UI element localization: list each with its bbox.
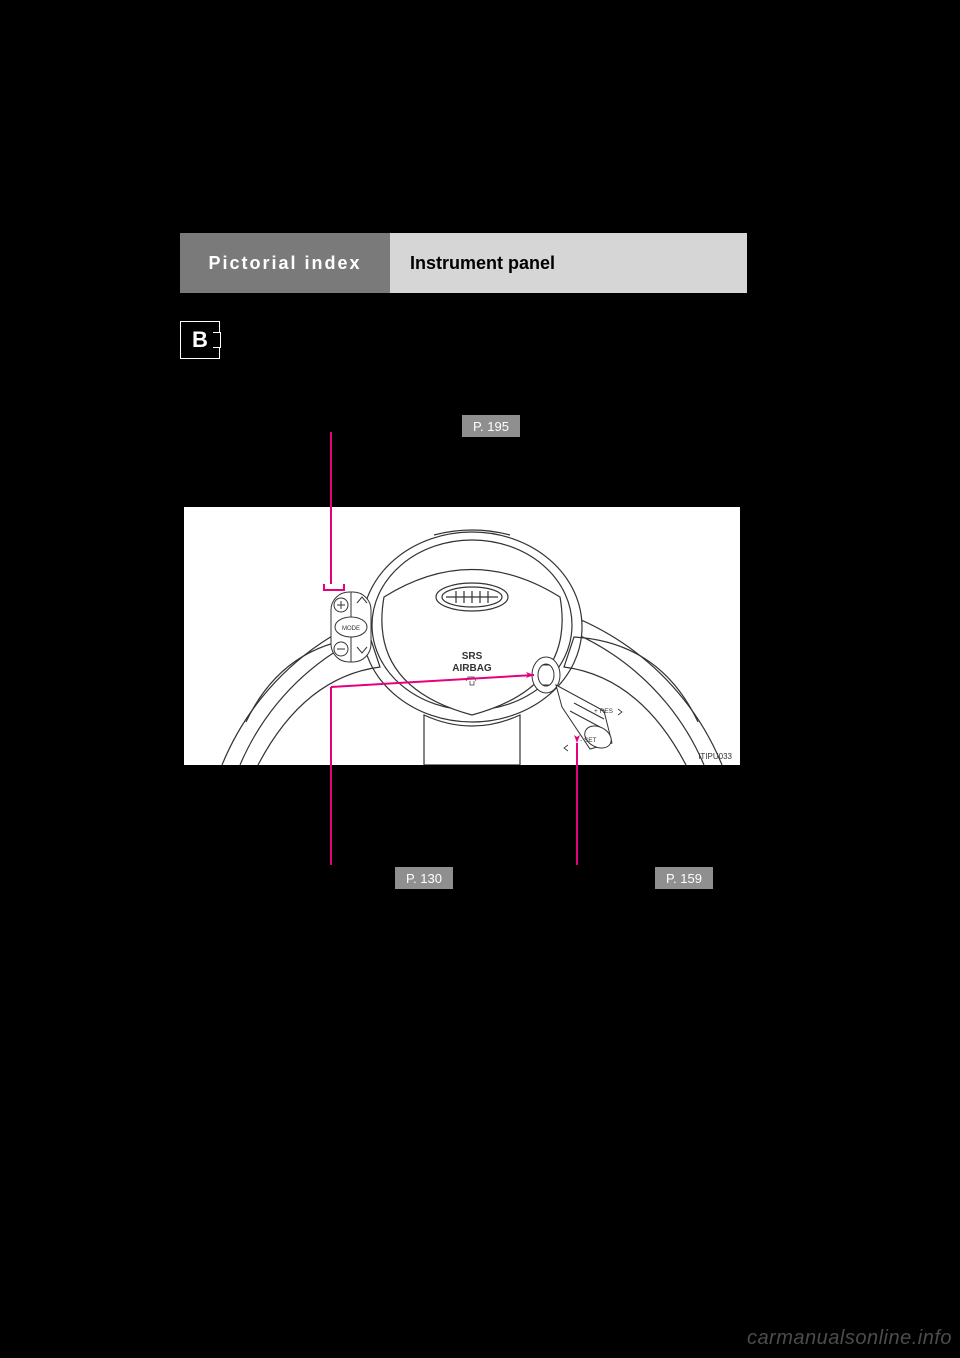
illustration-code: ITIPU033 (698, 752, 732, 761)
lever-set-label: - SET (580, 737, 597, 744)
watermark: carmanualsonline.info (747, 1327, 952, 1350)
srs-text-line2: AIRBAG (452, 663, 492, 674)
header-bar: Pictorial index Instrument panel (180, 233, 747, 293)
callout-bl-outside (330, 765, 332, 865)
header-title: Instrument panel (390, 233, 747, 293)
callout-br-outside (576, 765, 578, 865)
page-badge-bottom-left[interactable]: P. 130 (395, 867, 453, 889)
srs-text-line1: SRS (462, 651, 483, 662)
page-root: Pictorial index Instrument panel B (0, 0, 960, 1358)
callout-top-outside (330, 432, 332, 507)
steering-wheel-illustration: SRS AIRBAG MODE (184, 507, 740, 765)
header-section-label: Pictorial index (180, 233, 390, 293)
section-marker-b: B (180, 321, 220, 359)
wheel-svg: SRS AIRBAG MODE (184, 507, 740, 765)
mode-button-label: MODE (342, 626, 360, 632)
engine-switch (532, 657, 560, 693)
page-badge-top[interactable]: P. 195 (462, 415, 520, 437)
page-badge-bottom-right[interactable]: P. 159 (655, 867, 713, 889)
lever-res-label: + RES (594, 708, 614, 715)
